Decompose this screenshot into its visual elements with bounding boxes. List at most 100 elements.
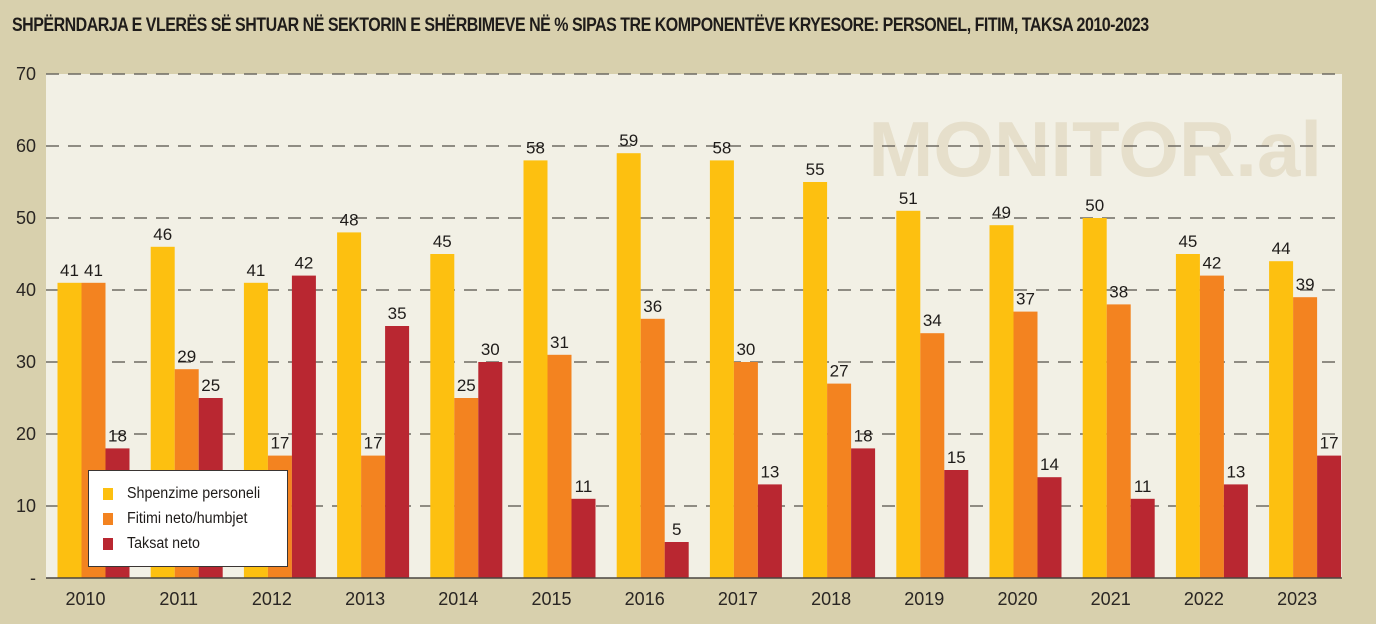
y-tick-label: 40 [16, 280, 36, 300]
data-label: 34 [923, 311, 942, 330]
chart-title: SHPËRNDARJA E VLERËS SË SHTUAR NË SEKTOR… [12, 14, 1149, 36]
x-tick-label: 2013 [345, 589, 385, 609]
bar-shpenzime-personeli-2020 [989, 225, 1014, 578]
data-label: 39 [1296, 275, 1315, 294]
data-label: 45 [433, 232, 452, 251]
legend-label-profit: Fitimi neto/humbjet [127, 509, 248, 527]
bar-fitimi-neto-humbjet-2016 [640, 318, 665, 578]
x-tick-label: 2023 [1277, 589, 1317, 609]
x-tick-label: 2010 [65, 589, 105, 609]
bar-shpenzime-personeli-2010 [57, 282, 82, 578]
y-tick-label: 70 [16, 64, 36, 84]
bar-taksat-neto-2020 [1037, 477, 1062, 578]
data-label: 15 [947, 448, 966, 467]
bar-fitimi-neto-humbjet-2023 [1293, 297, 1318, 578]
bar-shpenzime-personeli-2013 [337, 232, 362, 578]
legend: Shpenzime personeli Fitimi neto/humbjet … [88, 470, 288, 567]
bar-shpenzime-personeli-2023 [1269, 261, 1294, 578]
bar-shpenzime-personeli-2017 [709, 160, 734, 578]
bar-fitimi-neto-humbjet-2020 [1013, 311, 1038, 578]
bar-fitimi-neto-humbjet-2014 [454, 398, 479, 578]
data-label: 29 [177, 347, 196, 366]
data-label: 17 [1320, 434, 1339, 453]
legend-item-taxes: Taksat neto [103, 531, 287, 556]
x-tick-label: 2017 [718, 589, 758, 609]
y-tick-label: 50 [16, 208, 36, 228]
bar-fitimi-neto-humbjet-2019 [920, 333, 945, 578]
data-label: 5 [672, 520, 681, 539]
data-label: 41 [84, 261, 103, 280]
data-label: 17 [364, 434, 383, 453]
bar-taksat-neto-2022 [1223, 484, 1248, 578]
x-tick-label: 2011 [159, 589, 198, 609]
y-axis-ticks: - 10 20 30 40 50 60 70 [16, 64, 36, 588]
data-label: 18 [854, 426, 873, 445]
data-label: 27 [830, 362, 849, 381]
bar-fitimi-neto-humbjet-2015 [547, 354, 572, 578]
data-label: 11 [1134, 477, 1152, 496]
data-label: 11 [575, 477, 593, 496]
legend-swatch-profit [103, 512, 113, 525]
data-label: 41 [246, 261, 265, 280]
x-tick-label: 2014 [438, 589, 478, 609]
data-label: 25 [201, 376, 220, 395]
x-tick-label: 2022 [1184, 589, 1224, 609]
data-label: 18 [108, 426, 127, 445]
bar-shpenzime-personeli-2015 [523, 160, 548, 578]
data-label: 45 [1178, 232, 1197, 251]
bar-shpenzime-personeli-2022 [1175, 254, 1200, 578]
x-tick-label: 2015 [531, 589, 571, 609]
data-label: 46 [153, 225, 172, 244]
data-label: 59 [619, 131, 638, 150]
bar-shpenzime-personeli-2021 [1082, 218, 1107, 578]
data-label: 37 [1016, 290, 1035, 309]
data-label: 58 [712, 138, 731, 157]
data-label: 31 [550, 333, 569, 352]
bars [57, 153, 1342, 579]
x-tick-label: 2019 [904, 589, 944, 609]
legend-swatch-taxes [103, 537, 113, 550]
bar-taksat-neto-2013 [385, 326, 410, 578]
data-label: 51 [899, 189, 918, 208]
y-tick-label: 60 [16, 136, 36, 156]
bar-taksat-neto-2015 [571, 498, 596, 578]
data-label: 58 [526, 138, 545, 157]
legend-item-profit: Fitimi neto/humbjet [103, 506, 287, 531]
data-label: 13 [760, 462, 779, 481]
bar-taksat-neto-2014 [478, 362, 503, 578]
x-tick-label: 2020 [997, 589, 1037, 609]
data-label: 13 [1226, 462, 1245, 481]
bar-fitimi-neto-humbjet-2013 [361, 455, 386, 578]
data-label: 30 [736, 340, 755, 359]
legend-label-taxes: Taksat neto [127, 534, 200, 552]
data-labels: 41 41 18 46 29 25 41 17 42 48 17 35 45 25 30 58 31 11 59 36… [60, 131, 1339, 539]
data-label: 30 [481, 340, 500, 359]
bar-fitimi-neto-humbjet-2018 [827, 383, 852, 578]
data-label: 17 [270, 434, 289, 453]
data-label: 36 [643, 297, 662, 316]
data-label: 49 [992, 203, 1011, 222]
y-tick-label: - [30, 568, 36, 588]
legend-item-personnel: Shpenzime personeli [103, 481, 287, 506]
x-tick-label: 2018 [811, 589, 851, 609]
y-tick-label: 10 [16, 496, 36, 516]
data-label: 14 [1040, 455, 1059, 474]
legend-label-personnel: Shpenzime personeli [127, 484, 261, 502]
bar-taksat-neto-2012 [291, 275, 316, 578]
data-label: 44 [1272, 239, 1291, 258]
bar-fitimi-neto-humbjet-2021 [1106, 304, 1131, 578]
bar-taksat-neto-2017 [757, 484, 782, 578]
data-label: 42 [294, 254, 313, 273]
x-tick-label: 2021 [1091, 589, 1131, 609]
bar-taksat-neto-2019 [944, 470, 969, 578]
data-label: 25 [457, 376, 476, 395]
watermark: MONITOR.al [868, 105, 1322, 193]
bar-taksat-neto-2023 [1317, 455, 1342, 578]
bar-taksat-neto-2018 [851, 448, 876, 578]
data-label: 50 [1085, 196, 1104, 215]
bar-taksat-neto-2016 [664, 542, 689, 578]
data-label: 38 [1109, 282, 1128, 301]
data-label: 42 [1202, 254, 1221, 273]
bar-fitimi-neto-humbjet-2022 [1199, 275, 1224, 578]
legend-swatch-personnel [103, 487, 113, 500]
